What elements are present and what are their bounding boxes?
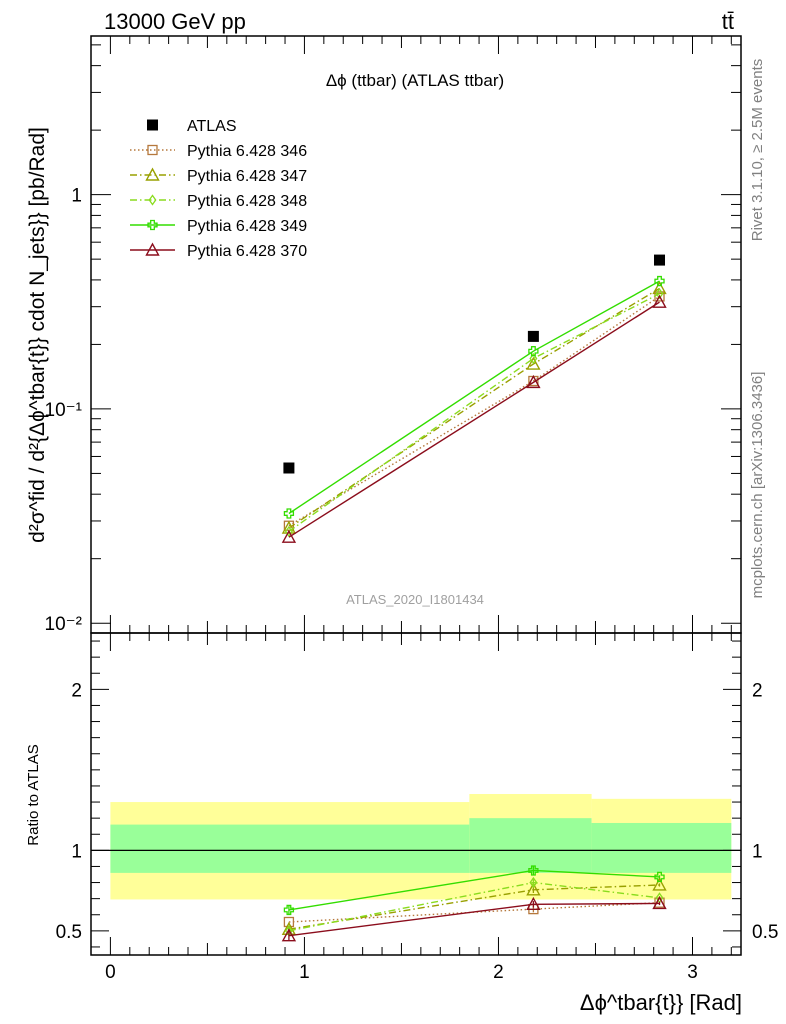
data-point [526,356,541,370]
ratio-y-axis-label: Ratio to ATLAS [25,744,42,845]
ratio-y-tick-label-right: 0.5 [752,922,778,943]
ratio-point [652,877,667,891]
y-tick-label: 10⁻¹ [45,400,83,421]
ratio-y-tick-label: 2 [71,680,82,701]
data-point [281,529,297,543]
ratio-point [281,928,297,942]
x-tick-label: 3 [687,962,698,983]
series-line-3 [288,293,660,533]
x-tick-label: 2 [493,962,504,983]
data-point [528,346,539,357]
legend-entry-label: Pythia 6.428 349 [187,218,307,235]
uncertainty-band-inner [110,824,470,873]
data-point [652,294,667,308]
legend-marker [147,219,158,231]
data-point [655,288,664,300]
data-point [284,525,293,538]
legend-entry-label: Pythia 6.428 348 [187,193,307,210]
x-tick-label: 0 [105,962,116,983]
rivet-version-label: Rivet 3.1.10, ≥ 2.5M events [749,59,766,242]
ratio-point [526,896,541,910]
ratio-y-tick-label: 1 [71,841,82,862]
data-point [281,520,297,534]
ratio-plot-series [281,865,667,942]
uncertainty-band-inner [469,818,592,873]
ratio-plot-frame [90,632,742,956]
legend-entry-label: Pythia 6.428 347 [187,168,307,185]
header-process-label: tt̄ [722,9,734,34]
ratio-point [654,871,665,883]
mcplots-source-label: mcplots.cern.ch [arXiv:1306.3436] [749,372,766,599]
main-plot-title: Δϕ (ttbar) (ATLAS ttbar) [326,71,504,90]
main-plot-series [281,254,667,543]
ratio-y-tick-label: 0.5 [56,922,82,943]
x-tick-label: 1 [299,962,310,983]
legend-entry-label: ATLAS [187,118,237,135]
y-tick-label: 1 [71,186,82,207]
series-line-5 [288,301,660,538]
ratio-plot-background [91,794,741,900]
ratio-y-tick-label-right: 2 [752,680,763,701]
data-point [527,330,539,342]
series-line-4 [288,280,660,515]
legend-marker [147,144,158,156]
legend-entry-label: Pythia 6.428 370 [187,243,307,260]
ratio-y-tick-label-right: 1 [752,841,763,862]
legend-marker [145,242,160,256]
ratio-series-line-4 [288,902,660,937]
ratio-point [529,876,538,889]
data-point [283,508,295,519]
y-tick-label: 10⁻² [45,614,83,635]
uncertainty-band-inner [591,822,732,873]
data-point [529,352,538,365]
main-y-axis-label-text: d²σ^fid / d²{Δϕ^tbar{t}} cdot N_jets}} [… [26,127,49,543]
ratio-point [528,865,539,876]
series-line-1 [288,295,660,527]
data-point [654,254,666,266]
analysis-watermark: ATLAS_2020_I1801434 [346,592,484,607]
data-point [283,462,295,474]
header-energy-label: 13000 GeV pp [104,9,246,34]
ratio-point [526,882,541,896]
data-point [652,280,667,295]
ratio-point [652,896,667,910]
x-axis-label-text: Δϕ^tbar{t}} [Rad] [580,990,742,1015]
legend: ATLAS Pythia 6.428 346 Pythia 6.428 347 Pyt… [130,118,307,260]
data-point [526,374,541,389]
legend-marker [148,194,157,206]
ratio-point [283,904,295,916]
legend-marker [145,167,160,181]
ratio-plot-axes: 0.5 0.5 1 1 2 2 0 1 2 3 [56,632,778,983]
data-point [654,275,665,287]
x-axis-label: Δϕ^tbar{t}} [Rad] [580,990,742,1015]
main-y-axis-label: d²σ^fid / d²{Δϕ^tbar{t}} cdot N_jets}} [… [26,127,49,543]
legend-entry-label: Pythia 6.428 346 [187,143,307,160]
legend-marker [147,119,158,131]
